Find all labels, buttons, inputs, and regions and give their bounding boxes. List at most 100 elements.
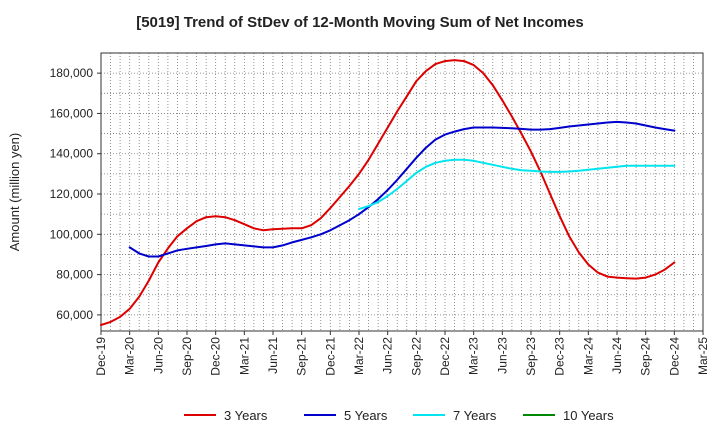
legend-label-3-years: 3 Years <box>224 408 268 423</box>
data-point-3-years <box>558 215 561 218</box>
data-point-7-years <box>577 169 580 172</box>
data-point-3-years <box>186 227 188 230</box>
data-point-3-years <box>663 268 666 271</box>
data-point-5-years <box>157 255 160 258</box>
data-point-5-years <box>272 246 274 249</box>
data-point-3-years <box>530 150 532 153</box>
data-point-5-years <box>214 243 217 246</box>
y-tick-label: 120,000 <box>50 187 94 201</box>
data-point-3-years <box>214 215 217 218</box>
data-point-7-years <box>367 205 370 208</box>
data-point-5-years <box>425 146 427 149</box>
data-point-5-years <box>186 247 188 250</box>
grid-layer <box>100 52 704 331</box>
data-point-5-years <box>281 244 284 247</box>
data-point-3-years <box>625 277 628 280</box>
data-point-3-years <box>616 276 618 279</box>
data-point-5-years <box>558 127 561 129</box>
x-tick-label: Mar-25 <box>696 337 710 375</box>
data-point-3-years <box>472 64 475 66</box>
data-point-5-years <box>319 233 322 236</box>
data-point-7-years <box>425 165 427 168</box>
data-point-5-years <box>138 252 141 255</box>
data-point-3-years <box>577 251 580 254</box>
y-tick-label: 160,000 <box>50 106 94 120</box>
data-point-3-years <box>644 276 647 279</box>
data-point-5-years <box>377 198 379 201</box>
data-point-3-years <box>425 70 427 72</box>
data-point-3-years <box>463 60 465 62</box>
data-point-3-years <box>109 321 112 323</box>
data-point-3-years <box>597 271 599 274</box>
x-tick-label: Jun-23 <box>495 337 509 374</box>
data-point-7-years <box>587 168 590 171</box>
data-point-3-years <box>243 223 246 226</box>
x-tick-label: Mar-23 <box>467 337 481 375</box>
data-point-3-years <box>606 275 609 278</box>
data-point-3-years <box>233 219 236 222</box>
data-point-3-years <box>300 227 303 230</box>
data-point-7-years <box>377 201 379 204</box>
data-point-3-years <box>176 235 179 238</box>
data-point-3-years <box>482 72 485 74</box>
data-point-3-years <box>453 59 456 61</box>
data-point-7-years <box>405 180 408 182</box>
data-point-3-years <box>415 80 418 83</box>
data-point-5-years <box>233 243 236 246</box>
series-line-5-years <box>128 120 676 258</box>
data-point-3-years <box>195 220 198 223</box>
data-point-7-years <box>606 166 609 169</box>
data-point-3-years <box>568 235 571 238</box>
data-point-3-years <box>587 263 590 266</box>
data-point-3-years <box>262 229 265 232</box>
legend-label-7-years: 7 Years <box>453 408 497 423</box>
y-axis-title: Amount (million yen) <box>7 133 22 252</box>
series-layer <box>100 59 676 326</box>
x-tick-label: Dec-22 <box>438 337 452 376</box>
data-point-7-years <box>539 170 542 173</box>
data-point-5-years <box>348 219 351 222</box>
data-point-5-years <box>511 127 513 130</box>
data-point-7-years <box>644 164 647 167</box>
x-tick-label: Sep-22 <box>409 337 423 376</box>
data-point-7-years <box>663 164 666 167</box>
data-point-5-years <box>587 123 590 126</box>
y-tick-label: 60,000 <box>56 308 93 322</box>
data-point-3-years <box>377 142 379 145</box>
data-point-5-years <box>616 121 618 123</box>
chart-title: [5019] Trend of StDev of 12-Month Moving… <box>136 14 584 31</box>
data-point-5-years <box>444 133 446 136</box>
data-point-5-years <box>635 122 637 125</box>
data-point-3-years <box>520 132 523 135</box>
data-point-3-years <box>128 307 131 310</box>
x-tick-label: Dec-19 <box>94 337 108 376</box>
series-line-3-years <box>100 59 676 326</box>
data-point-3-years <box>253 227 255 230</box>
data-point-5-years <box>339 224 341 227</box>
data-point-3-years <box>673 261 676 264</box>
data-point-5-years <box>568 125 571 128</box>
x-tick-label: Sep-24 <box>639 337 653 376</box>
y-tick-label: 80,000 <box>56 268 93 282</box>
data-point-7-years <box>511 167 513 170</box>
data-point-5-years <box>128 246 131 249</box>
data-point-3-years <box>654 273 657 276</box>
data-point-5-years <box>147 255 150 258</box>
x-tick-label: Jun-24 <box>610 337 624 374</box>
data-point-5-years <box>530 128 532 131</box>
data-point-5-years <box>472 126 475 129</box>
x-tick-label: Dec-20 <box>209 337 223 376</box>
data-point-7-years <box>625 164 628 167</box>
data-point-5-years <box>300 239 303 241</box>
data-point-3-years <box>396 110 399 113</box>
data-point-7-years <box>654 164 657 167</box>
data-point-3-years <box>157 261 160 264</box>
legend-label-10-years: 10 Years <box>563 408 614 423</box>
data-point-7-years <box>482 161 485 164</box>
x-tick-label: Mar-22 <box>352 337 366 375</box>
data-point-3-years <box>281 227 284 230</box>
data-point-5-years <box>262 246 265 249</box>
series-line-7-years <box>358 158 676 211</box>
data-point-5-years <box>291 241 293 244</box>
